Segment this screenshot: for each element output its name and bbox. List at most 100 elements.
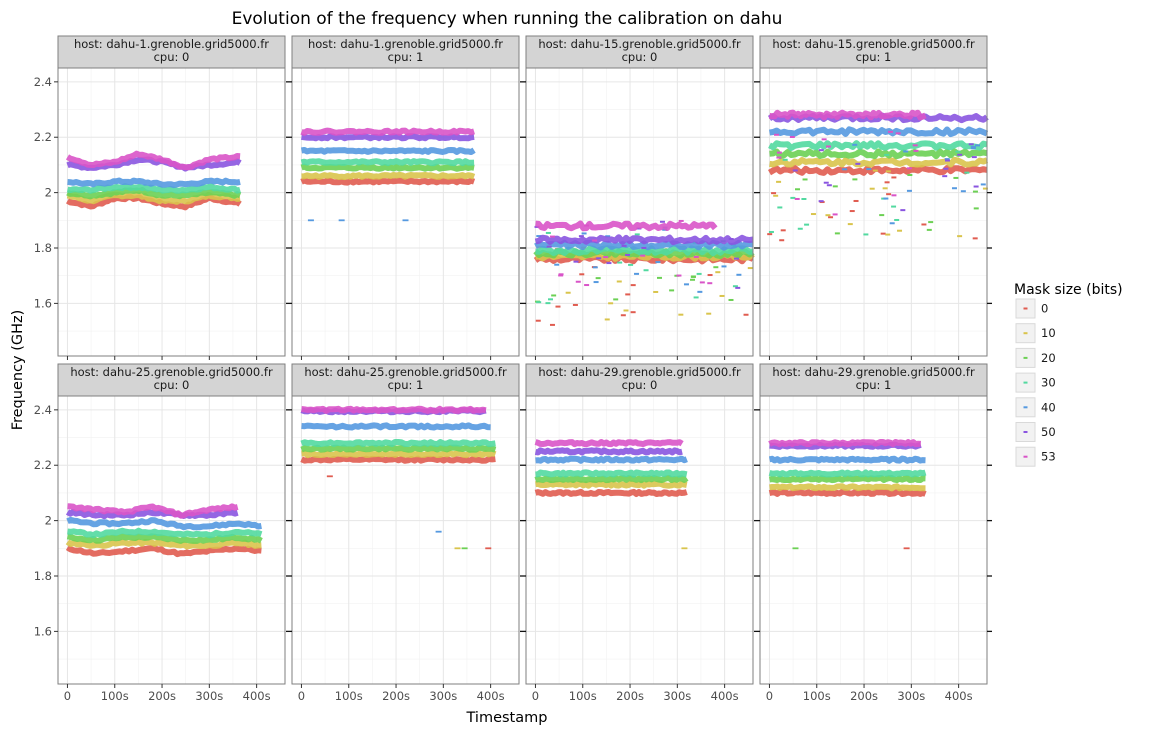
legend-label: 0 — [1041, 302, 1048, 316]
y-tick-label: 2 — [45, 514, 52, 528]
y-tick-label: 1.6 — [34, 296, 52, 310]
facet-host-label: host: dahu-29.grenoble.grid5000.fr — [538, 365, 741, 379]
panel-border — [525, 395, 754, 685]
facet-cpu-label: cpu: 1 — [388, 50, 424, 64]
series-band-0 — [300, 455, 496, 464]
facet-cpu-label: cpu: 0 — [622, 378, 658, 392]
facet-host-label: host: dahu-15.grenoble.grid5000.fr — [772, 37, 975, 51]
series-band-20 — [769, 148, 988, 160]
series-band-50 — [66, 156, 242, 172]
series-band-50 — [301, 133, 475, 142]
legend-entry-40: 40 — [1015, 397, 1056, 418]
legend-swatch — [1023, 431, 1028, 433]
x-tick-label: 100s — [101, 689, 129, 703]
legend-swatch — [1023, 455, 1028, 458]
panel-background — [526, 396, 753, 684]
x-tick-label: 400s — [243, 689, 271, 703]
series-band-30 — [535, 245, 754, 257]
series-band-10 — [535, 480, 688, 489]
series-band-30 — [768, 469, 927, 478]
series-band-0 — [300, 177, 476, 186]
legend-label: 20 — [1041, 351, 1056, 365]
legend-label: 40 — [1041, 400, 1056, 414]
series-band-53 — [300, 127, 475, 136]
facet-host-label: host: dahu-1.grenoble.grid5000.fr — [74, 37, 269, 51]
series-band-40 — [67, 177, 241, 189]
series-band-30 — [300, 439, 496, 448]
x-tick-label: 0 — [298, 689, 305, 703]
x-tick-label: 0 — [766, 689, 773, 703]
panel-border — [57, 67, 286, 357]
legend-entry-53: 53 — [1015, 446, 1056, 467]
y-tick-label: 2.2 — [34, 130, 52, 144]
y-tick-label: 2.4 — [34, 75, 52, 89]
series-band-53 — [65, 150, 241, 171]
legend-entry-50: 50 — [1015, 422, 1056, 442]
x-tick-label: 200s — [850, 689, 878, 703]
series-band-30 — [300, 158, 475, 167]
series-band-53 — [67, 503, 239, 519]
facet-host-label: host: dahu-15.grenoble.grid5000.fr — [538, 37, 741, 51]
series-band-30 — [66, 183, 241, 194]
series-band-20 — [66, 186, 242, 200]
series-band-40 — [535, 455, 688, 464]
series-band-40 — [301, 422, 491, 431]
series-band-30 — [768, 140, 988, 151]
legend-label: 53 — [1041, 450, 1056, 464]
y-tick-label: 1.6 — [34, 624, 52, 638]
panel-border — [57, 395, 286, 685]
x-tick-label: 400s — [945, 689, 973, 703]
series-band-20 — [300, 444, 497, 453]
facet-host-label: host: dahu-1.grenoble.grid5000.fr — [308, 37, 503, 51]
legend-entry-30: 30 — [1015, 372, 1056, 393]
series-band-40 — [66, 516, 262, 531]
facet-strip — [291, 363, 520, 397]
legend: Mask size (bits) 0 10 20 30 40 50 53 — [1014, 282, 1123, 467]
legend-swatch — [1023, 406, 1028, 409]
legend-entry-0: 0 — [1015, 298, 1048, 319]
panel-border — [759, 395, 988, 685]
series-band-40 — [768, 455, 926, 464]
facet-cpu-label: cpu: 1 — [856, 50, 892, 64]
series-band-53 — [301, 405, 487, 414]
legend-label: 30 — [1041, 376, 1056, 390]
y-axis-label: Frequency (GHz) — [10, 310, 26, 431]
series-band-50 — [65, 508, 239, 520]
x-tick-label: 0 — [64, 689, 71, 703]
panel-border — [291, 67, 520, 357]
series-band-10 — [66, 191, 241, 205]
series-band-0 — [767, 165, 988, 176]
y-tick-label: 1.8 — [34, 569, 52, 583]
series-band-0 — [768, 488, 927, 497]
series-band-10 — [769, 156, 989, 168]
x-tick-label: 400s — [711, 689, 739, 703]
series-band-10 — [769, 483, 926, 492]
x-tick-label: 300s — [897, 689, 925, 703]
legend-title: Mask size (bits) — [1014, 282, 1123, 298]
legend-entry-10: 10 — [1015, 323, 1056, 344]
chart-title: Evolution of the frequency when running … — [232, 9, 783, 29]
series-band-20 — [300, 163, 475, 172]
panel-border — [525, 67, 754, 357]
x-tick-label: 200s — [148, 689, 176, 703]
facet-strip — [57, 363, 286, 397]
facet-cpu-label: cpu: 1 — [856, 378, 892, 392]
series-band-20 — [66, 533, 263, 544]
panel-background — [58, 68, 285, 356]
x-tick-label: 400s — [477, 689, 505, 703]
x-tick-label: 200s — [616, 689, 644, 703]
series-band-53 — [535, 220, 718, 232]
facet-strip — [57, 35, 286, 69]
series-band-10 — [301, 171, 476, 181]
series-band-40 — [300, 147, 476, 155]
x-tick-label: 300s — [195, 689, 223, 703]
series-band-50 — [534, 447, 683, 456]
legend-label: 50 — [1041, 425, 1056, 439]
y-tick-label: 2.4 — [34, 403, 52, 417]
legend-swatch — [1023, 332, 1028, 335]
y-tick-label: 2 — [45, 186, 52, 200]
